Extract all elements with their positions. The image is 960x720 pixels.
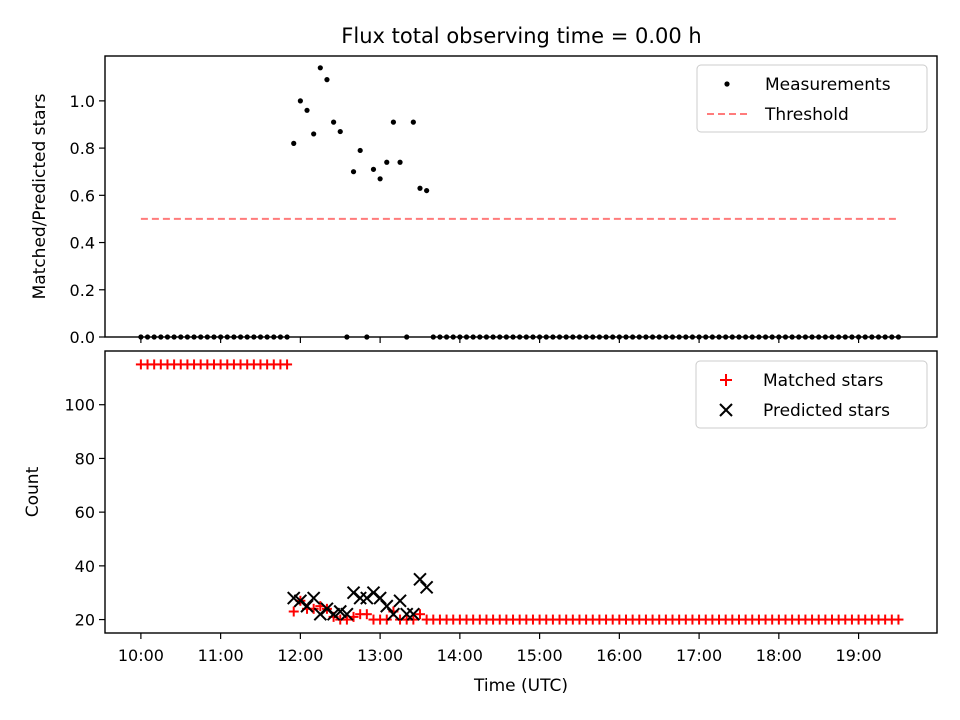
matched-star-point [288,606,299,617]
bottom-legend: Matched stars Predicted stars [695,360,928,429]
x-tick-label: 14:00 [437,646,483,665]
measurement-point [291,140,297,146]
matched-star-point [381,614,392,625]
measurement-point [297,98,303,104]
bottom-plot-marks [135,359,904,625]
measurement-point [317,65,323,71]
legend-predicted-stars-marker [719,403,733,417]
bottom-y-tick-label: 80 [75,449,95,468]
predicted-star-point [386,607,401,621]
measurement-point [417,185,423,191]
top-y-tick-label: 0.4 [70,234,95,253]
x-tick-label: 18:00 [756,646,802,665]
x-tick-label: 16:00 [596,646,642,665]
legend-matched-stars-label: Matched stars [763,371,883,391]
bottom-y-tick-label: 60 [75,503,95,522]
measurement-point [410,119,416,125]
measurement-point [324,77,330,83]
predicted-star-point [406,607,421,621]
matched-star-point [282,359,293,370]
x-tick-label: 15:00 [517,646,563,665]
measurement-point [377,176,383,182]
chart-title: Flux total observing time = 0.00 h [341,24,701,48]
measurement-point [350,169,357,175]
measurement-point [390,119,397,125]
x-axis-label: Time (UTC) [473,676,568,696]
legend-measurements-label: Measurements [765,75,891,95]
matched-star-point [341,614,352,625]
bottom-y-axis-label: Count [23,466,43,517]
bottom-legend-box [695,360,928,429]
x-tick-label: 11:00 [198,646,244,665]
predicted-star-point [340,607,354,621]
measurement-point [370,166,377,172]
top-y-tick-label: 0.0 [70,328,95,347]
measurement-point [304,107,310,113]
top-y-axis-label: Matched/Predicted stars [30,93,50,299]
bottom-y-tick-label: 40 [75,557,95,576]
matched-star-point [408,614,419,625]
x-tick-label: 17:00 [676,646,722,665]
measurement-point [337,128,343,135]
top-y-tick-label: 1.0 [70,92,95,111]
measurement-point [357,147,363,154]
measurement-point [397,159,403,165]
measurement-point [424,187,430,194]
top-plot-frame [104,55,938,338]
legend-predicted-stars-label: Predicted stars [763,401,890,421]
top-y-tick-label: 0.6 [70,186,95,205]
legend-measurements-marker [724,81,730,87]
top-legend-box [696,64,928,133]
bottom-y-tick-label: 100 [64,396,95,415]
x-tick-label: 13:00 [357,646,403,665]
predicted-star-point [393,594,407,608]
legend-threshold-label: Threshold [764,105,849,125]
measurement-point [384,159,390,165]
top-y-tick-label: 0.2 [70,281,95,300]
predicted-star-point [419,580,434,595]
x-tick-label: 10:00 [118,646,164,665]
matched-star-point [893,614,904,625]
predicted-star-point [306,591,321,605]
matched-star-point [414,609,425,620]
bottom-plot-frame [104,350,938,634]
x-tick-label: 19:00 [836,646,882,665]
bottom-y-tick-label: 20 [75,611,95,630]
legend-matched-stars-marker [720,374,732,386]
measurement-point [311,131,317,137]
top-legend: Measurements Threshold [696,64,928,133]
top-y-tick-label: 0.8 [70,139,95,158]
axis-ticks: 0.0 0.2 0.4 0.6 0.8 1.0 20 40 60 80 100 10:00 11:00 1… [64,92,881,665]
matched-star-point [361,609,372,620]
x-tick-label: 12:00 [277,646,323,665]
measurement-point [331,119,337,125]
